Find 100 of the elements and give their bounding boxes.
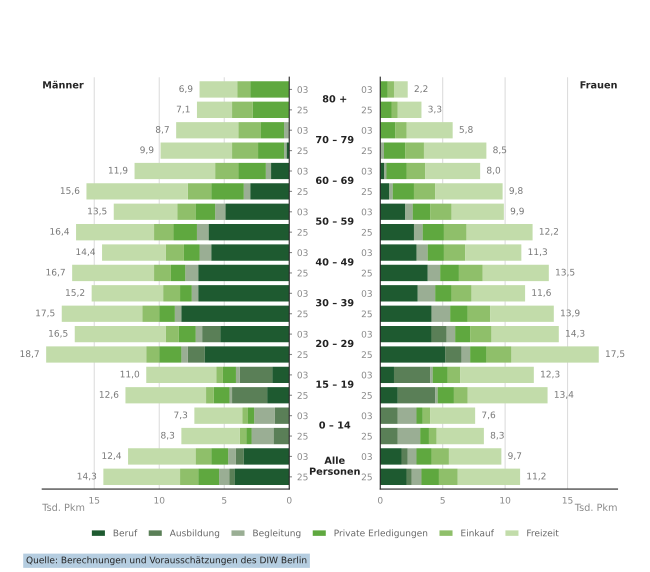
bar (388, 81, 394, 98)
bar (74, 326, 166, 342)
y-tick-label: 25 (298, 351, 308, 358)
bar (428, 244, 444, 261)
bar (380, 387, 398, 404)
y-tick-label: 03 (362, 330, 372, 338)
bar (451, 204, 504, 220)
bar (229, 468, 235, 485)
total-label: 5,8 (460, 126, 473, 134)
y-tick-label: 03 (297, 372, 308, 378)
bar (380, 306, 432, 322)
total-label: 7,1 (176, 106, 190, 114)
y-tick-label: 25 (362, 310, 372, 318)
bar (435, 387, 438, 404)
bar (380, 346, 446, 363)
y-tick-label: 25 (362, 147, 372, 154)
bar (196, 448, 212, 465)
y-tick-label: 03 (297, 126, 308, 134)
bar (384, 142, 406, 159)
bar (229, 387, 232, 404)
bar (380, 122, 396, 138)
bar (380, 408, 398, 424)
bar (177, 204, 196, 220)
bar (228, 448, 236, 465)
bar (394, 81, 408, 98)
bar (176, 122, 239, 138)
y-tick-label: 03 (362, 126, 372, 134)
bar (435, 183, 503, 200)
bar (46, 346, 146, 363)
total-label: 13,4 (554, 391, 574, 399)
bar (422, 408, 430, 424)
bar (448, 448, 502, 465)
y-tick-label: 03 (362, 208, 372, 216)
total-label: 8,3 (161, 432, 174, 440)
bar (430, 366, 433, 384)
bar (234, 468, 290, 485)
bar (180, 468, 198, 485)
total-label: 9,7 (508, 452, 522, 460)
text: Alle Personen (310, 456, 360, 475)
y-tick-label: 03 (297, 453, 308, 460)
bar (258, 142, 284, 159)
total-label: 12,3 (541, 370, 560, 378)
bar (468, 306, 490, 322)
bar (398, 408, 416, 424)
bar (184, 244, 200, 261)
bar (181, 346, 188, 363)
y-tick-label: 25 (298, 188, 308, 195)
total-label: 18,7 (20, 350, 39, 358)
bar (380, 264, 428, 282)
bar (166, 326, 179, 342)
legend-label: Private Erledigungen (334, 529, 428, 538)
bar (211, 448, 228, 465)
bar (446, 326, 456, 342)
bar (435, 285, 452, 302)
bar (103, 468, 180, 485)
bar (206, 387, 214, 404)
bar (461, 346, 470, 363)
total-label: 11,6 (532, 289, 551, 297)
total-label: 16,5 (49, 330, 68, 338)
bar (146, 346, 160, 363)
bar (470, 326, 492, 342)
y-tick-label: 25 (298, 432, 308, 440)
bar (196, 102, 232, 118)
bar (254, 408, 275, 424)
bar (194, 408, 242, 424)
bar (174, 306, 182, 322)
bar (444, 244, 466, 261)
bar (460, 366, 534, 384)
bar (408, 448, 416, 465)
bar (266, 162, 272, 180)
total-label: 17,5 (36, 310, 54, 318)
bar (421, 468, 439, 485)
y-tick-label: 03 (297, 412, 308, 420)
bar (154, 224, 174, 240)
total-label: 15,6 (60, 187, 80, 195)
bar (405, 204, 413, 220)
total-label: 6,9 (179, 85, 192, 93)
bar (114, 204, 178, 220)
y-tick-label: 03 (362, 290, 372, 297)
x-tick-label: 10 (154, 496, 164, 504)
y-tick-label: 25 (298, 147, 308, 154)
total-label: 9,8 (509, 187, 523, 195)
bar (398, 387, 436, 404)
bar (444, 224, 466, 240)
total-label: 13,5 (556, 268, 574, 276)
y-tick-label: 03 (297, 208, 308, 216)
bar (430, 204, 452, 220)
total-label: 12,2 (540, 228, 558, 236)
bar (188, 346, 205, 363)
bar (380, 244, 416, 261)
bar (465, 244, 522, 261)
bar (267, 387, 290, 404)
bar (455, 326, 470, 342)
bar (416, 244, 428, 261)
total-label: 7,3 (174, 411, 188, 420)
bar (204, 346, 290, 363)
bar (406, 468, 412, 485)
total-label: 12,6 (100, 391, 118, 399)
bar (490, 306, 554, 322)
total-label: 13,5 (88, 208, 106, 216)
